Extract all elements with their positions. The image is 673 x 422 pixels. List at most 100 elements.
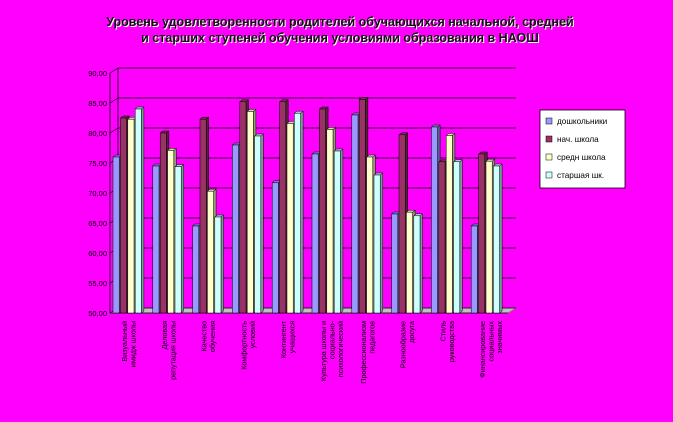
bar-front: [438, 161, 446, 314]
x-tick-label-line: Профессионализм: [359, 321, 368, 384]
legend-box: [539, 109, 626, 189]
bar-front: [127, 118, 135, 314]
bar: [373, 172, 384, 314]
chart-title-line-2: и старших ступеней обучения условиями об…: [141, 31, 539, 45]
bar-front: [485, 160, 493, 314]
bar-front: [167, 150, 175, 314]
legend-label: дошкольники: [557, 117, 607, 126]
x-tick-label-line: значимых: [495, 321, 504, 354]
bar-front: [214, 216, 222, 314]
x-tick-label-line: руководства: [447, 321, 456, 362]
legend-label: нач. школа: [557, 135, 599, 144]
bar-front: [366, 156, 374, 314]
bar-front: [333, 150, 341, 314]
bar-side: [340, 148, 344, 314]
bar-front: [174, 166, 182, 314]
gridline-depth: [109, 127, 119, 134]
bar-front: [453, 161, 461, 314]
x-tick-label-line: репутация школы: [168, 321, 177, 380]
bar-front: [192, 225, 200, 314]
bar: [253, 133, 265, 314]
bar-front: [391, 213, 399, 314]
bar-side: [459, 159, 463, 314]
bar-front: [326, 129, 334, 314]
x-tick-label-line: Разнообразие: [399, 321, 408, 368]
bar: [214, 214, 225, 314]
legend-swatch: [545, 135, 553, 143]
x-tick-label-line: Контингент: [279, 320, 288, 358]
bar: [174, 164, 185, 314]
bar-side: [300, 110, 304, 314]
y-tick-label: 90,00: [88, 69, 107, 78]
bar-front: [478, 153, 486, 314]
bar-front: [358, 99, 366, 314]
x-tick-label-line: социально-: [328, 320, 337, 359]
x-tick-label-line: досуга: [407, 321, 416, 343]
legend-swatch: [545, 171, 553, 179]
x-tick-label: Профессионализмпедагогов: [359, 321, 377, 384]
bar: [413, 213, 424, 314]
gridline-depth: [109, 67, 119, 74]
legend-label: старшая шк.: [557, 171, 604, 180]
bar-side: [499, 163, 503, 314]
chart-title: Уровень удовлетворенности родителей обуч…: [40, 14, 640, 46]
bar-front: [271, 182, 279, 314]
bar-side: [180, 164, 184, 314]
x-tick-label-line: учащихся: [288, 321, 297, 353]
x-tick-label-line: Стиль: [438, 321, 447, 342]
legend: дошкольники нач. школа средн школа старшая …: [539, 109, 626, 189]
bar: [492, 163, 503, 314]
bar-side: [260, 133, 264, 314]
x-tick-label: Разнообразиедосуга: [399, 321, 417, 368]
bar-front: [112, 156, 120, 314]
x-tick-label: Качествообучения: [200, 321, 218, 352]
x-tick-label-line: Финансирование: [478, 321, 487, 378]
bar-front: [286, 123, 294, 314]
legend-label: средн школа: [557, 153, 606, 162]
bar-front: [207, 190, 214, 314]
y-tick-label: 80,00: [88, 129, 107, 138]
x-tick-label: Культура школы исоциально-психологически…: [319, 320, 345, 381]
x-tick-label-line: Комфортность: [239, 321, 248, 370]
bar-front: [445, 135, 453, 314]
x-tick-label-line: психологический: [336, 321, 345, 377]
bar-front: [254, 135, 262, 314]
bar-front: [199, 118, 207, 314]
bar-front: [319, 108, 326, 314]
x-tick-label-line: педагогов: [367, 321, 376, 354]
y-tick-label: 55,00: [88, 279, 107, 288]
bar-front: [246, 111, 254, 314]
bar: [293, 110, 304, 314]
bar-front: [159, 132, 167, 314]
bar-front: [406, 211, 413, 314]
x-tick-label: Визуальныйимидж школы: [120, 321, 138, 367]
x-tick-label-line: обучения: [208, 321, 217, 352]
x-tick-label: Финансированиесоциальныхзначимых: [478, 321, 504, 378]
y-tick-label: 70,00: [88, 189, 107, 198]
legend-swatch: [545, 153, 553, 161]
bar: [333, 148, 344, 314]
x-tick-label: Деловаярепутация школы: [160, 321, 178, 380]
bar-front: [493, 165, 500, 314]
bar-front: [279, 101, 287, 314]
bar-side: [220, 214, 224, 314]
bar-front: [413, 215, 421, 314]
bar-front: [232, 144, 239, 314]
bar-front: [373, 174, 381, 314]
y-tick-label: 75,00: [88, 159, 107, 168]
legend-swatch: [545, 117, 553, 125]
x-tick-label-line: Визуальный: [120, 321, 129, 362]
x-tick-label-line: имидж школы: [129, 321, 138, 367]
bar-side: [379, 172, 383, 314]
bar-side: [141, 106, 145, 314]
x-tick-label-line: Качество: [200, 321, 209, 351]
x-tick-label: Комфортностьусловий: [239, 321, 257, 370]
bar-front: [311, 153, 319, 314]
bar-front: [152, 165, 160, 314]
x-tick-label-line: социальных: [487, 321, 496, 362]
x-tick-label-line: Культура школы и: [319, 321, 328, 381]
bar-front: [134, 108, 142, 314]
bar-front: [239, 101, 247, 314]
bar-side: [419, 213, 423, 314]
